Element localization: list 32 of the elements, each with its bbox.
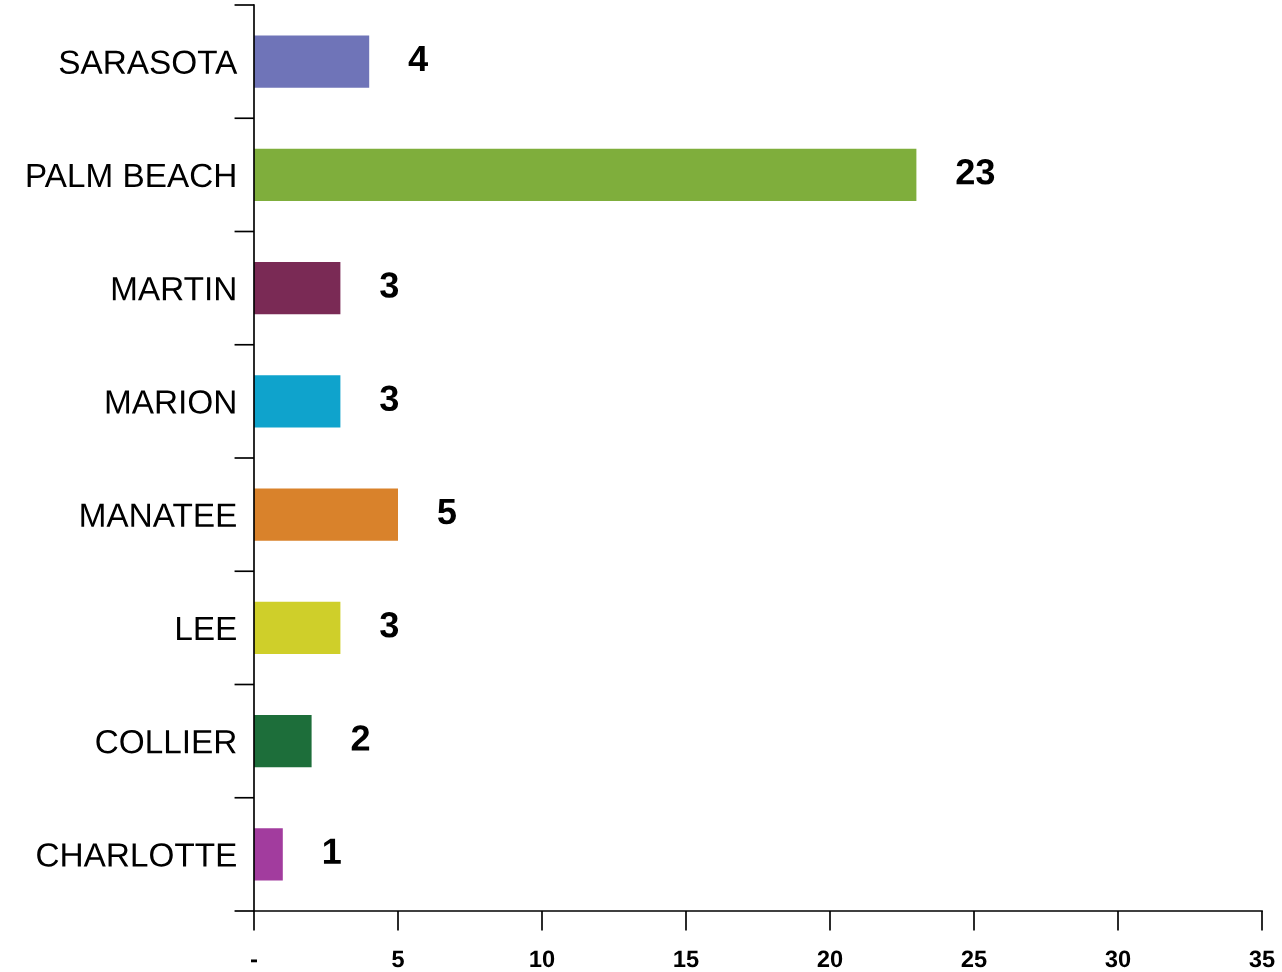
- x-tick-label: 30: [1105, 950, 1131, 968]
- y-tick-label: MANATEE: [81, 503, 236, 527]
- y-tick-label: MARION: [106, 390, 235, 414]
- x-tick-label: 15: [674, 950, 699, 968]
- data-label: 1: [323, 838, 341, 864]
- x-tick-label: 5: [392, 950, 404, 968]
- x-tick-label: 10: [530, 950, 555, 968]
- y-tick-label: SARASOTA: [59, 50, 238, 75]
- bar: [254, 35, 370, 88]
- bar: [254, 148, 917, 201]
- y-tick-label: PALM BEACH: [27, 163, 235, 188]
- y-tick-label: COLLIER: [96, 729, 236, 754]
- bar: [254, 715, 312, 768]
- x-tick-label: 25: [961, 950, 987, 968]
- data-label: 5: [438, 499, 456, 525]
- bar: [254, 262, 341, 315]
- bar: [254, 828, 283, 881]
- data-label: 2: [351, 725, 370, 751]
- data-label: 4: [408, 46, 428, 71]
- bar: [254, 601, 341, 654]
- data-label: 3: [380, 272, 399, 298]
- x-tick-label: 20: [817, 950, 843, 968]
- y-tick-label: CHARLOTTE: [37, 843, 236, 867]
- bar: [254, 375, 341, 428]
- y-tick-label: MARTIN: [112, 277, 235, 301]
- x-tick-label: 35: [1249, 950, 1275, 968]
- bar: [254, 488, 398, 541]
- data-label: 23: [956, 159, 995, 185]
- y-tick-label: LEE: [177, 617, 236, 640]
- x-tick-label: -: [250, 959, 257, 963]
- data-label: 3: [380, 612, 399, 638]
- data-label: 3: [380, 385, 399, 412]
